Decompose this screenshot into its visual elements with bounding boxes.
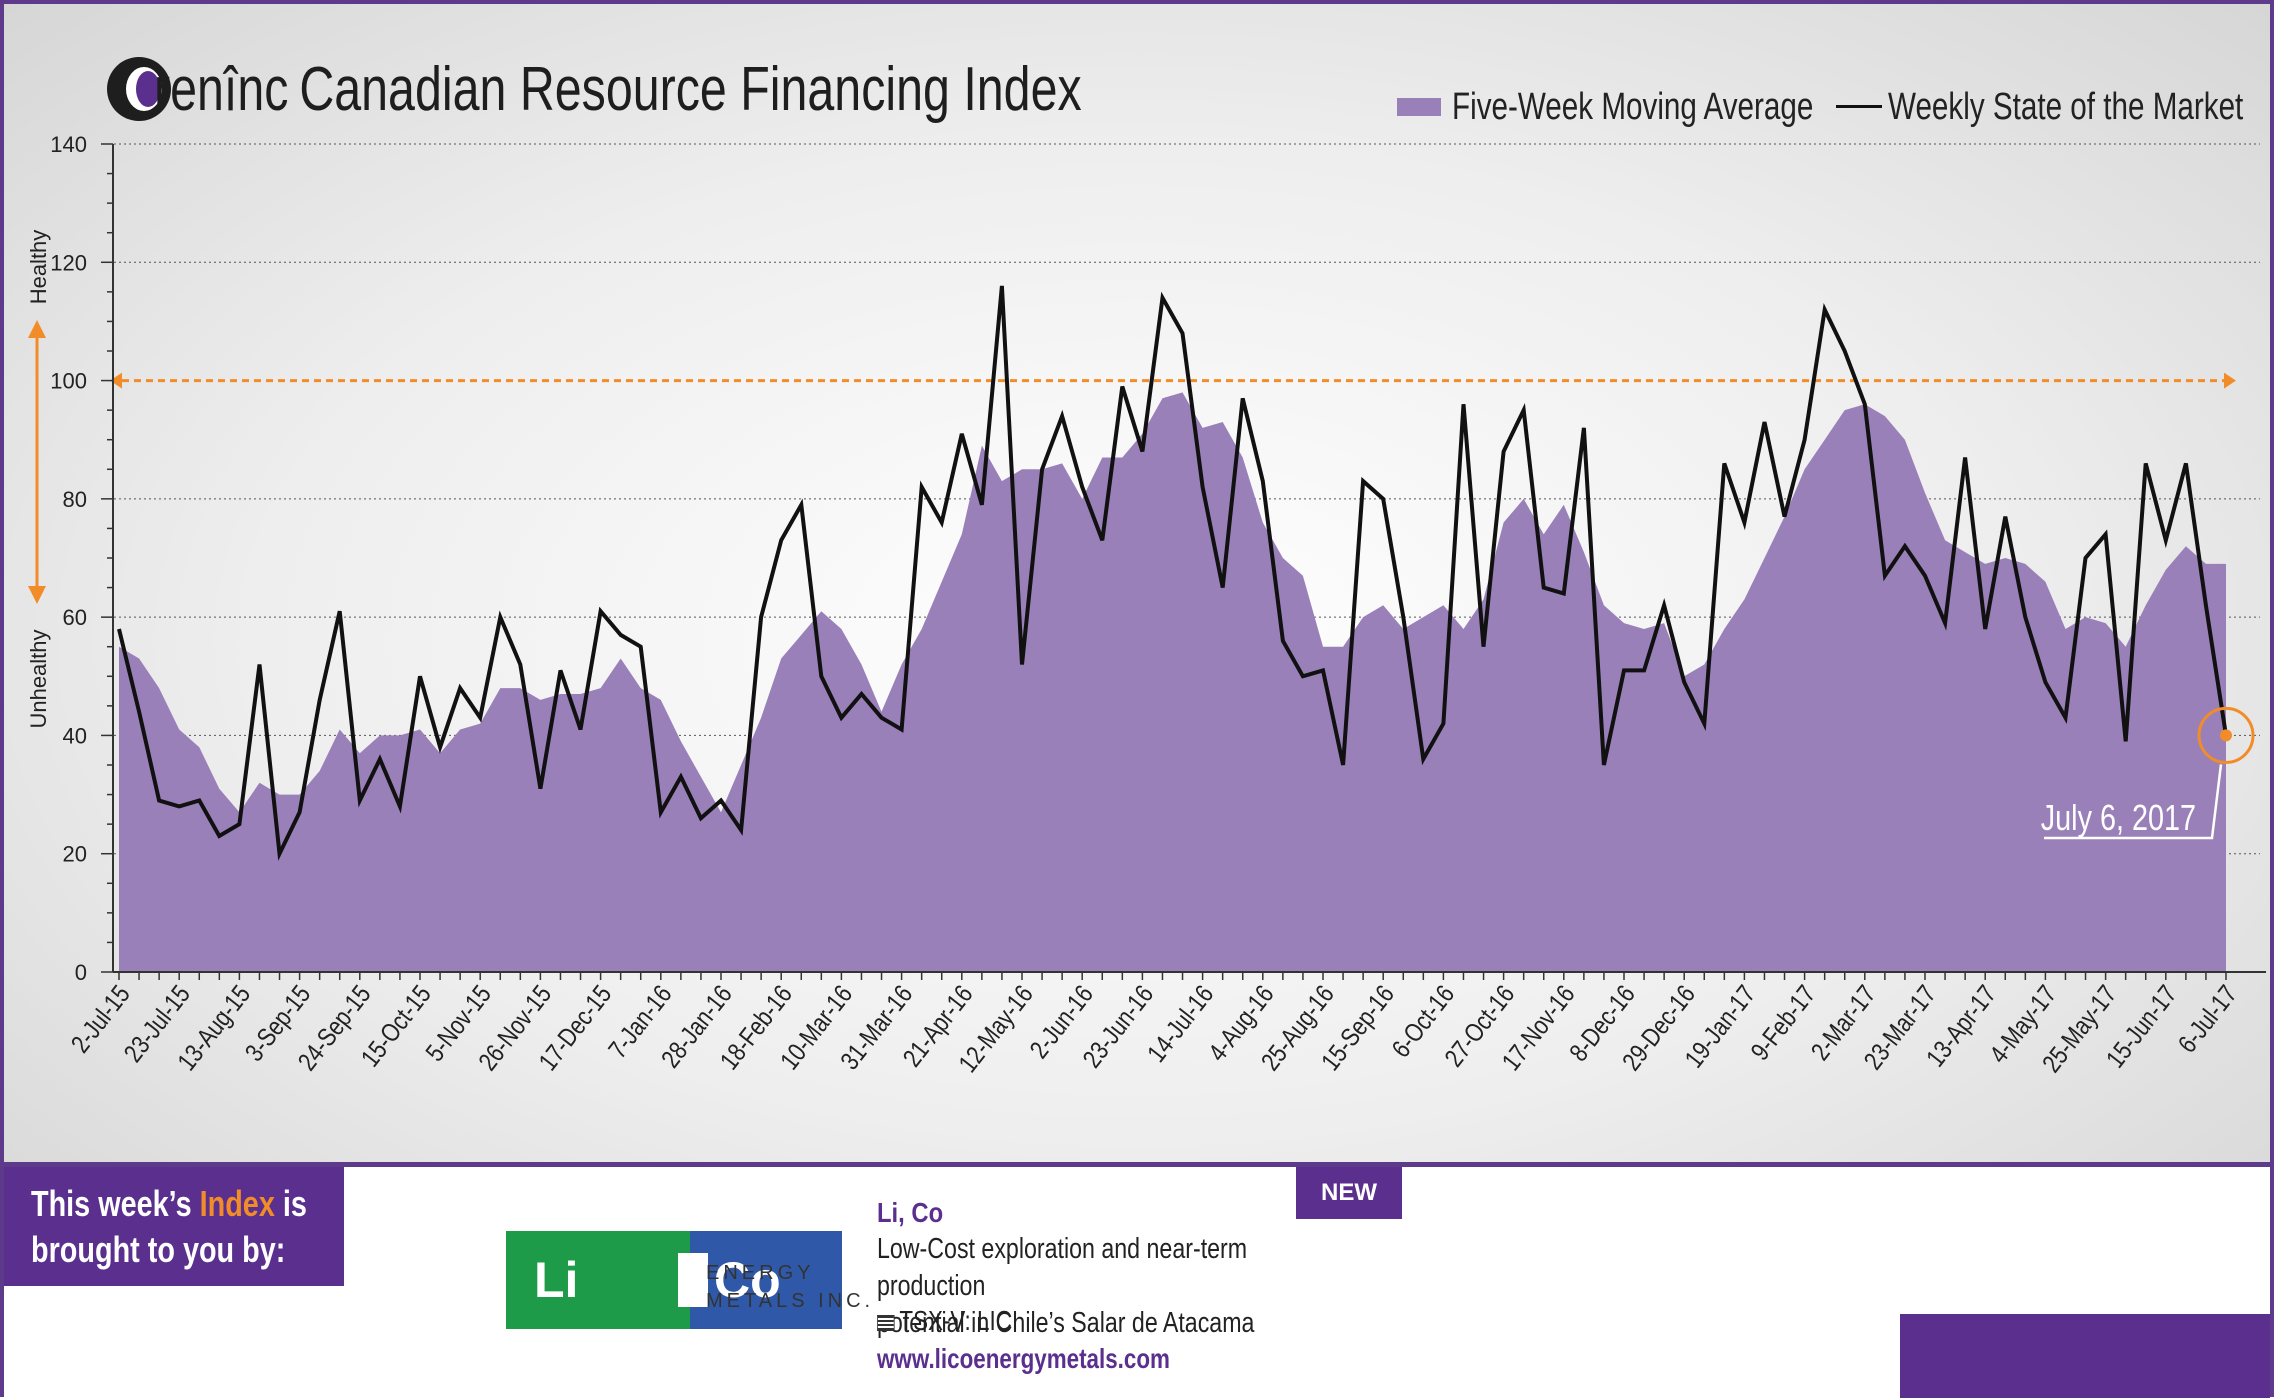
- legend-area-swatch: [1397, 98, 1441, 116]
- y-tick-label: 100: [50, 369, 87, 394]
- logo-metals-text: METALS INC.: [706, 1290, 875, 1312]
- threshold-arrow-right: [2224, 372, 2236, 389]
- sponsor-lead-prefix: This week’s: [31, 1183, 200, 1224]
- sponsor-lead-accent: Index: [199, 1183, 275, 1224]
- logo-puzzle-link-icon: [678, 1253, 708, 1307]
- x-tick-label: 6-Jul-17: [2172, 980, 2243, 1059]
- threshold-layer: [110, 372, 2236, 389]
- threshold-arrow-left: [110, 372, 122, 389]
- sponsor-description: Low-Cost exploration and near-term produ…: [877, 1233, 1255, 1339]
- y-tick-label: 120: [50, 250, 87, 275]
- exchange-flag-icon: [877, 1314, 895, 1331]
- axes: [101, 143, 2266, 980]
- y-tick-label: 20: [63, 842, 87, 867]
- footer-accent-bar: [1900, 1314, 2270, 1398]
- x-tick-labels: 2-Jul-1523-Jul-1513-Aug-153-Sep-1524-Sep…: [65, 980, 2243, 1078]
- unhealthy-label: Unhealthy: [26, 629, 51, 728]
- chart-panel: 0 20 40 60 80 100 120 140 2-Jul-15 23-Jul-15 13-A…: [4, 4, 2270, 1162]
- sponsor-footer: This week’s Index is brought to you by: …: [4, 1162, 2270, 1398]
- legend-area-label: Five-Week Moving Average: [1452, 86, 1814, 128]
- weekly-state-line: [117, 285, 2228, 861]
- logo-li: Li: [506, 1231, 694, 1329]
- x-tick-label: 14-Jul-16: [1142, 980, 1220, 1068]
- annotation-circle: [2197, 706, 2255, 764]
- title-text: Canadian Resource Financing Index: [299, 55, 1082, 124]
- brand-name: renînc: [154, 55, 289, 124]
- sponsor-ticker: TSX-V: LIC: [877, 1305, 1012, 1337]
- healthy-label: Healthy: [26, 230, 51, 305]
- y-tick-label: 0: [75, 960, 87, 985]
- y-tick-label: 60: [63, 605, 87, 630]
- ticker-text: TSX-V: LIC: [899, 1305, 1012, 1336]
- legend-line-label: Weekly State of the Market: [1888, 86, 2244, 128]
- health-indicator: Healthy Unhealthy: [26, 230, 51, 729]
- y-tick-label: 80: [63, 487, 87, 512]
- oreninc-logo-icon: [107, 57, 171, 121]
- sponsor-lead-suffix: is: [274, 1183, 307, 1224]
- annotation-callout-line: [2044, 764, 2223, 840]
- sponsor-name: Li, Co: [877, 1197, 944, 1228]
- annotation-dot: [2220, 729, 2232, 742]
- chart-title: renînc Canadian Resource Financing Index: [154, 54, 1082, 125]
- logo-energy-metals: ENERGY METALS INC.: [706, 1259, 874, 1315]
- y-tick-labels: 0 20 40 60 80 100 120 140: [50, 132, 87, 985]
- financing-index-chart: 0 20 40 60 80 100 120 140 2-Jul-1523-Jul-1513-A…: [26, 132, 2266, 1078]
- new-badge: NEW: [1296, 1167, 1402, 1219]
- y-tick-label: 140: [50, 132, 87, 157]
- y-tick-label: 40: [63, 723, 87, 748]
- annotation-layer: July 6, 2017: [2041, 706, 2255, 840]
- x-tick-label: 9-Feb-17: [1745, 980, 1822, 1066]
- sponsor-intro-box: This week’s Index is brought to you by:: [4, 1167, 344, 1286]
- moving-average-area: [119, 392, 2226, 972]
- logo-energy-text: ENERGY: [706, 1262, 815, 1284]
- logo-co: Co: [690, 1231, 842, 1329]
- weekly-line-layer: [117, 285, 2228, 861]
- health-arrow-down-icon: [28, 586, 46, 604]
- legend-line-swatch: [1836, 105, 1882, 108]
- annotation-label: July 6, 2017: [2041, 797, 2196, 838]
- health-arrow-up-icon: [28, 320, 46, 338]
- moving-average-area-layer: [119, 392, 2226, 972]
- lico-logo[interactable]: Li Co: [506, 1231, 856, 1329]
- sponsor-website-link[interactable]: www.licoenergymetals.com: [877, 1343, 1170, 1374]
- sponsor-lead-line2: brought to you by:: [31, 1229, 286, 1270]
